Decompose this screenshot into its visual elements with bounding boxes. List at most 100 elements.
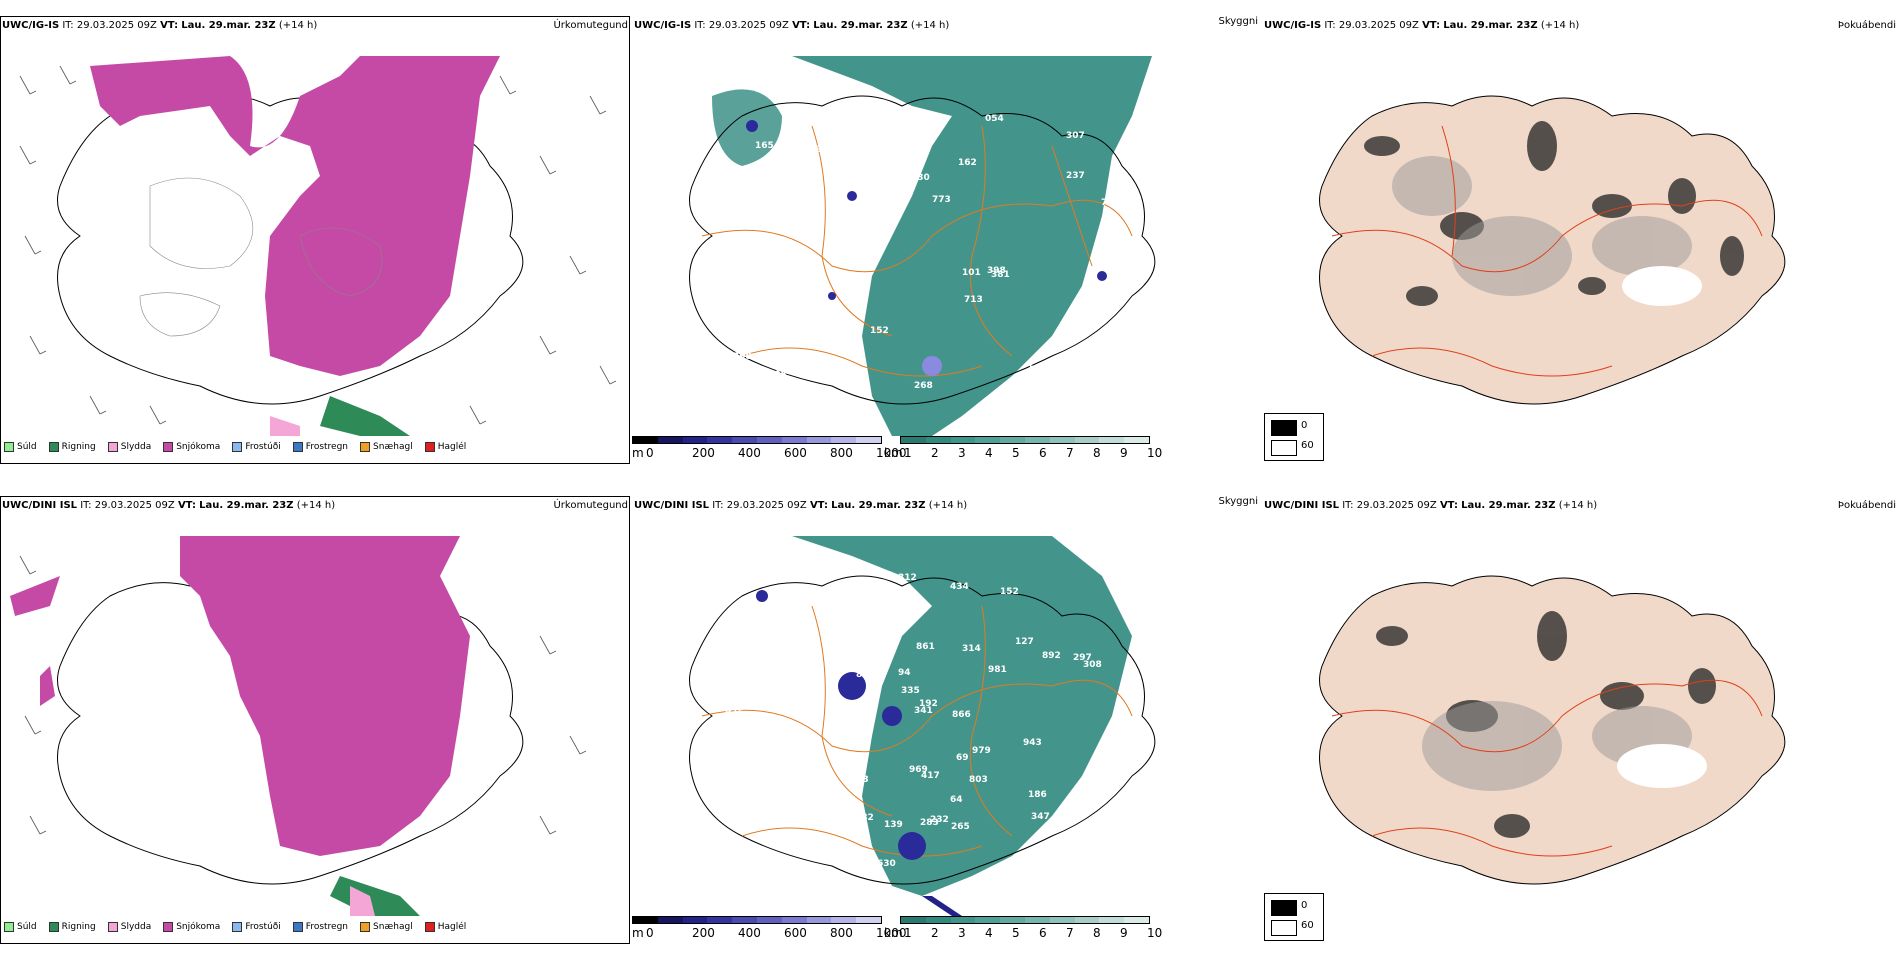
panel-title: Þokuábendi <box>1837 20 1896 31</box>
ceiling-label: 307 <box>1066 131 1085 141</box>
wind-barbs <box>19 65 617 425</box>
ceiling-label: 274 <box>785 699 804 709</box>
vt-value: Lau. 29.mar. 23Z <box>199 500 294 511</box>
fog-legend-label: 0 <box>1301 900 1308 911</box>
ceiling-label: 329 <box>803 145 822 155</box>
it-label: IT: <box>712 500 724 511</box>
precip-type-panel: UWC/IG-IS IT: 29.03.2025 09Z VT: Lau. 29… <box>0 16 632 471</box>
visibility-tick: 200 <box>692 446 715 460</box>
ceiling-label: 332 <box>795 785 814 795</box>
legend-label: Haglél <box>437 442 467 452</box>
ceiling-label: 969 <box>909 765 928 775</box>
legend-label: Haglél <box>437 922 467 932</box>
visibility-tick: 800 <box>830 926 853 940</box>
ceiling-label: 398 <box>987 266 1006 276</box>
legend-label: Snjókoma <box>176 442 221 452</box>
ceiling-tick: 2 <box>931 446 939 460</box>
legend-label: Frostúði <box>245 922 281 932</box>
ceiling-label: 242 <box>874 206 893 216</box>
fog-legend-swatch-0 <box>1271 900 1297 916</box>
ceiling-label: 22 <box>875 616 888 626</box>
vt-value: Lau. 29.mar. 23Z <box>813 20 908 31</box>
low-visibility-spots <box>746 120 1107 376</box>
visibility-tick: 800 <box>830 446 853 460</box>
ceiling-strip <box>900 436 1150 444</box>
legend-swatch <box>4 922 14 932</box>
visibility-panel: UWC/DINI ISL IT: 29.03.2025 09Z VT: Lau.… <box>632 496 1262 951</box>
legend-item: Snæhagl <box>360 922 413 932</box>
legend-label: Rigning <box>61 442 96 452</box>
model-name: UWC/IG-IS <box>1264 20 1322 31</box>
legend-item: Frostúði <box>232 922 281 932</box>
ceiling-label: 186 <box>1028 790 1047 800</box>
ceiling-unit: km <box>884 926 903 940</box>
precip-map <box>10 536 587 916</box>
visibility-tick: 1000 <box>876 926 907 940</box>
panel-header: UWC/IG-IS IT: 29.03.2025 09Z VT: Lau. 29… <box>634 16 1260 34</box>
legend-swatch <box>360 922 371 932</box>
ceiling-label: 113 <box>850 775 869 785</box>
ceiling-label: 192 <box>919 699 938 709</box>
model-name: UWC/IG-IS <box>2 20 60 31</box>
it-label: IT: <box>62 20 74 31</box>
ceiling-label: 633 <box>863 582 882 592</box>
visibility-strip <box>632 916 882 924</box>
legend-swatch <box>232 442 243 452</box>
ceiling-label: 64 <box>950 795 963 805</box>
fog-legend-swatch-0 <box>1271 420 1297 436</box>
ceiling-label: 054 <box>985 114 1004 124</box>
ceiling-label: 125 <box>749 207 768 217</box>
ceiling-tick: 5 <box>1012 446 1020 460</box>
legend-swatch <box>424 442 435 452</box>
legend-label: Slydda <box>120 442 152 452</box>
ceiling-label: 671 <box>1055 332 1074 342</box>
it-label: IT: <box>1342 500 1354 511</box>
it-value: 29.03.2025 09Z <box>76 20 157 31</box>
ceiling-tick: 10 <box>1147 446 1163 460</box>
ceiling-label: 408 <box>768 370 787 380</box>
legend-label: Snæhagl <box>373 442 413 452</box>
ceiling-label: 643 <box>751 730 770 740</box>
legend-label: Snæhagl <box>373 922 413 932</box>
ceiling-label: 152 <box>870 326 889 336</box>
vt-label: VT: <box>809 500 828 511</box>
ceiling-label: 312 <box>898 573 917 583</box>
ceiling-label: 297 <box>1073 653 1092 663</box>
ceiling-label: 283 <box>920 818 939 828</box>
it-label: IT: <box>80 500 92 511</box>
ceiling-label: 536 <box>1029 365 1048 375</box>
vt-value: Lau. 29.mar. 23Z <box>831 500 926 511</box>
legend-swatch <box>292 922 303 932</box>
ceiling-label: 979 <box>972 746 991 756</box>
it-label: IT: <box>694 20 706 31</box>
ceiling-label: 165 <box>755 141 774 151</box>
legend-item: Frostregn <box>292 922 348 932</box>
fog-map <box>1319 575 1786 885</box>
ceiling-label: 775 <box>882 145 901 155</box>
ceiling-label: 434 <box>950 582 969 592</box>
panel-title: Úrkomutegund <box>553 500 628 511</box>
ceiling-tick: 9 <box>1120 926 1128 940</box>
legend-label: Súld <box>17 442 37 452</box>
legend-label: Slydda <box>120 922 152 932</box>
ceiling-label: 162 <box>958 158 977 168</box>
panel-title: Þokuábendi <box>1837 500 1896 511</box>
ceiling-tick: 7 <box>1066 446 1074 460</box>
ceiling-label: 134 <box>726 730 745 740</box>
ceiling-unit: km <box>884 446 903 460</box>
fog-dark-patches <box>1364 121 1744 306</box>
ceiling-tick: 6 <box>1039 446 1047 460</box>
ceiling-tick: 6 <box>1039 926 1047 940</box>
terrain-contours <box>139 177 383 337</box>
ceiling-label: 335 <box>901 686 920 696</box>
ceiling-label: 798 <box>733 352 752 362</box>
ceiling-label: 318 <box>792 752 811 762</box>
road-network <box>701 125 1133 377</box>
visibility-tick: 600 <box>784 926 807 940</box>
ceiling-label: 892 <box>1042 651 1061 661</box>
legend-item: Snjókoma <box>163 442 220 452</box>
ceiling-tick: 9 <box>1120 446 1128 460</box>
ceiling-label: 443 <box>892 587 911 597</box>
vt-label: VT: <box>177 500 196 511</box>
ceiling-label: 1000 <box>761 306 786 316</box>
